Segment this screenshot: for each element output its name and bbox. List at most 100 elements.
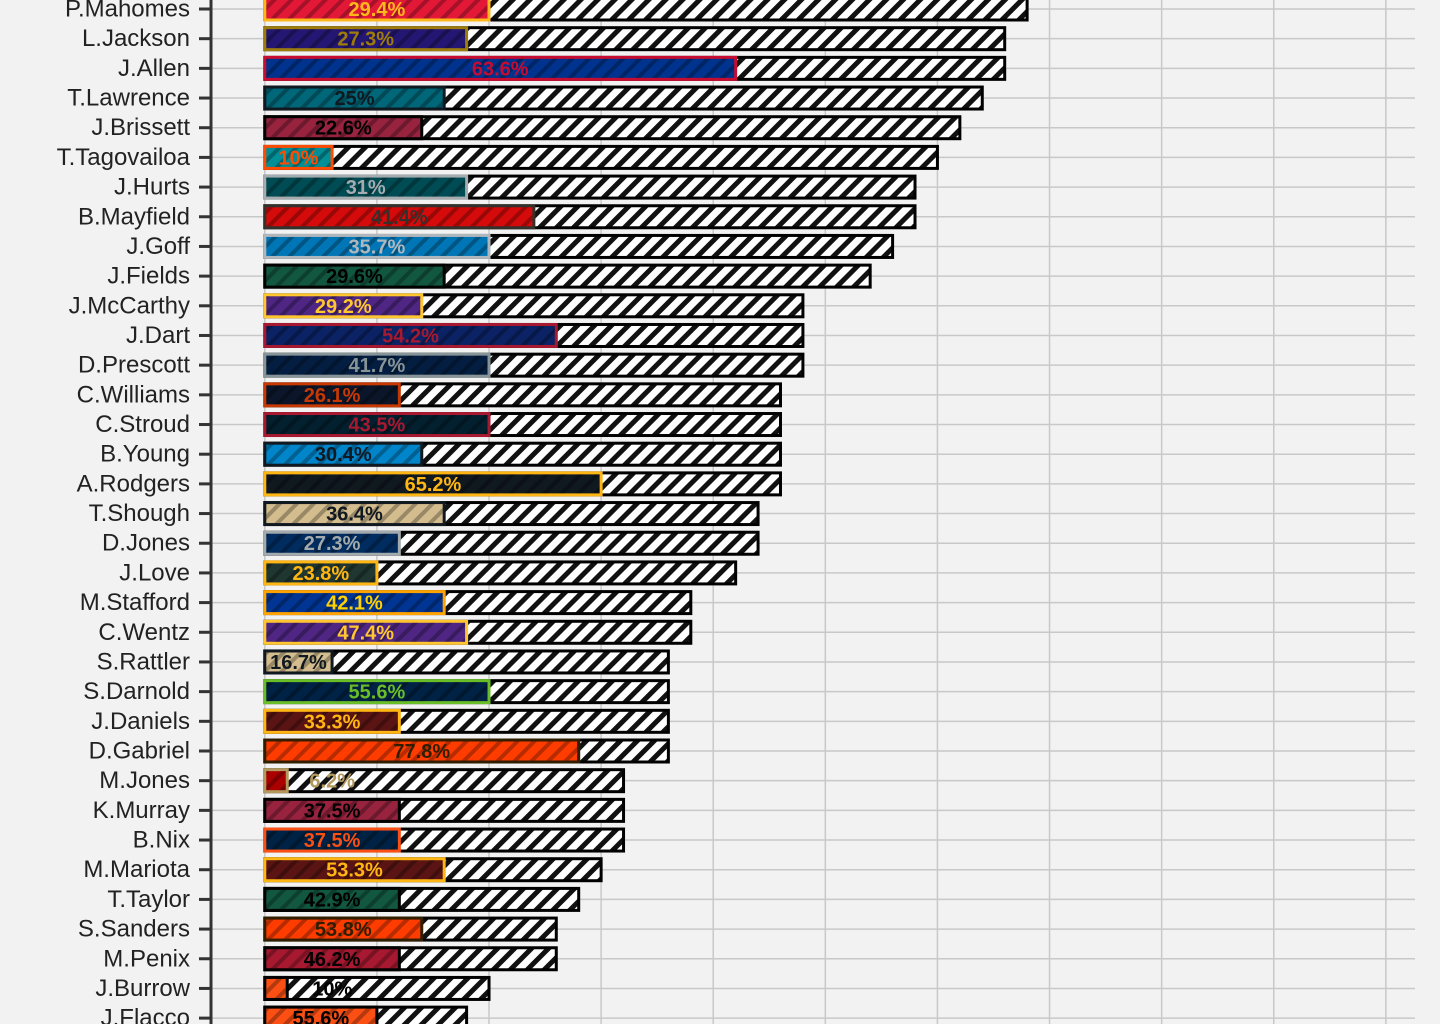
made-bar-hatch (266, 533, 398, 553)
rate-label: 54.2% (382, 325, 439, 347)
y-tick-label: S.Rattler (97, 648, 190, 675)
rate-label: 23.8% (293, 563, 350, 585)
y-tick-label: B.Young (100, 441, 190, 468)
rate-label: 41.7% (349, 355, 406, 377)
rate-label: 36.4% (326, 504, 383, 526)
y-tick-label: T.Taylor (107, 886, 190, 913)
rate-label: 37.5% (304, 800, 361, 822)
made-bar-hatch (266, 563, 376, 583)
y-tick-label: C.Wentz (98, 619, 190, 646)
y-tick-label: T.Lawrence (67, 85, 190, 112)
made-bar-hatch (266, 415, 488, 435)
y-tick-label: B.Nix (133, 827, 190, 854)
y-tick-label: D.Jones (102, 530, 190, 557)
rate-label: 42.9% (304, 889, 361, 911)
y-tick-label: J.Burrow (95, 975, 190, 1002)
rate-label: 77.8% (393, 741, 450, 763)
made-bar-hatch (266, 682, 488, 702)
y-tick-label: J.Goff (126, 233, 190, 260)
made-bar-hatch (266, 1008, 376, 1024)
y-tick-label: D.Gabriel (89, 738, 190, 765)
made-bar-hatch (266, 88, 443, 108)
y-tick-label: S.Darnold (83, 678, 190, 705)
y-tick-label: J.Daniels (91, 708, 190, 735)
rate-label: 43.5% (349, 415, 406, 437)
made-bar-hatch (266, 830, 398, 850)
y-tick-label: L.Jackson (82, 25, 190, 52)
total-bar (263, 975, 491, 1001)
rate-label: 63.6% (472, 58, 529, 80)
rate-label: 25% (334, 88, 374, 110)
y-tick-label: J.Flacco (101, 1005, 190, 1024)
rate-label: 65.2% (405, 474, 462, 496)
rate-label: 29.2% (315, 296, 372, 318)
rate-label: 29.6% (326, 266, 383, 288)
made-bar-hatch (266, 593, 443, 613)
y-tick-label: J.Love (119, 559, 190, 586)
rate-label: 42.1% (326, 593, 383, 615)
rate-label: 6.2% (309, 771, 355, 793)
y-tick-label: M.Mariota (83, 856, 190, 883)
made-bar-hatch (266, 177, 466, 197)
made-bar-hatch (266, 860, 443, 880)
rate-label: 53.3% (326, 860, 383, 882)
made-bar-hatch (266, 978, 286, 998)
y-tick-label: J.Fields (107, 263, 190, 290)
made-bar-hatch (266, 296, 421, 316)
made-bar-hatch (266, 919, 421, 939)
made-bar-hatch (266, 504, 443, 524)
y-tick-label: B.Mayfield (78, 203, 190, 230)
y-tick-label: A.Rodgers (77, 470, 190, 497)
y-tick-label: T.Shough (89, 500, 190, 527)
rate-label: 27.3% (304, 533, 361, 555)
made-bar-hatch (266, 385, 398, 405)
y-tick-label: D.Prescott (78, 352, 190, 379)
y-tick-label: J.Dart (126, 322, 190, 349)
made-bar-hatch (266, 207, 533, 227)
rate-label: 55.6% (293, 1008, 350, 1024)
made-bar-hatch (266, 622, 466, 642)
made-bar-hatch (266, 652, 331, 672)
rate-label: 55.6% (349, 682, 406, 704)
rate-label: 27.3% (337, 29, 394, 51)
y-tick-label: P.Mahomes (65, 0, 190, 23)
y-tick-label: J.Allen (118, 55, 190, 82)
made-bar-hatch (266, 800, 398, 820)
rate-label: 26.1% (304, 385, 361, 407)
rate-label: 47.4% (337, 622, 394, 644)
made-bar-hatch (266, 711, 398, 731)
rate-label: 33.3% (304, 711, 361, 733)
y-tick-label: J.McCarthy (69, 292, 190, 319)
rate-label: 35.7% (349, 236, 406, 258)
made-bar-hatch (266, 889, 398, 909)
made-bar-hatch (266, 147, 331, 167)
made-bar-hatch (266, 29, 466, 49)
y-tick-label: K.Murray (93, 797, 190, 824)
rate-label: 10% (278, 147, 318, 169)
made-bar-hatch (266, 444, 421, 464)
rate-label: 10% (312, 978, 352, 1000)
made-bar-hatch (266, 474, 600, 494)
y-tick-label: S.Sanders (78, 916, 190, 943)
rate-label: 46.2% (304, 949, 361, 971)
y-tick-label: T.Tagovailoa (57, 144, 191, 171)
made-bar-hatch (266, 771, 286, 791)
y-tick-label: J.Hurts (114, 174, 190, 201)
y-tick-label: C.Stroud (95, 411, 190, 438)
made-bar-hatch (266, 949, 398, 969)
y-tick-label: M.Penix (103, 945, 190, 972)
y-tick-label: M.Jones (99, 767, 190, 794)
made-bar-hatch (266, 266, 443, 286)
made-bar-hatch (266, 0, 488, 19)
made-bar-hatch (266, 118, 421, 138)
made-bar-hatch (266, 325, 555, 345)
y-tick-label: C.Williams (77, 381, 190, 408)
rate-label: 41.4% (371, 207, 428, 229)
rate-label: 16.7% (270, 652, 327, 674)
y-tick-label: M.Stafford (80, 589, 190, 616)
rate-label: 29.4% (349, 0, 406, 21)
rate-label: 53.8% (315, 919, 372, 941)
made-bar-hatch (266, 355, 488, 375)
rate-label: 37.5% (304, 830, 361, 852)
